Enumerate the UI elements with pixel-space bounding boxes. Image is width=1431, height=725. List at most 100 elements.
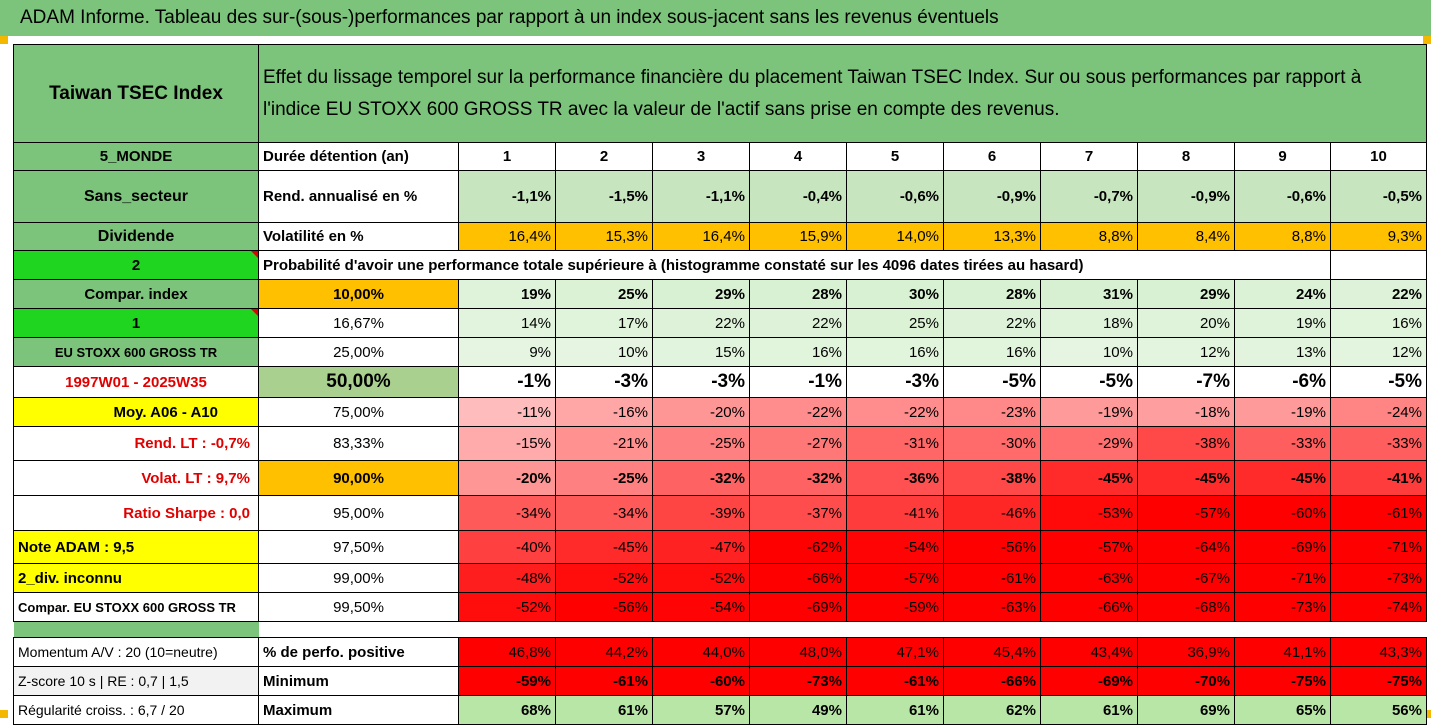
period-label: 1997W01 - 2025W35 — [13, 366, 259, 398]
percentile-value: -33% — [1330, 426, 1427, 461]
year-header: 4 — [749, 142, 847, 171]
percentile-value: -3% — [846, 366, 944, 398]
maximum-value: 62% — [943, 695, 1041, 725]
percentile-value: -6% — [1234, 366, 1331, 398]
rend-value: -1,5% — [555, 170, 653, 223]
positive-label: % de perfo. positive — [258, 637, 459, 667]
year-header: 6 — [943, 142, 1041, 171]
percentile-value: 16% — [846, 337, 944, 367]
percentile-label: 10,00% — [258, 279, 459, 309]
percentile-value: -57% — [846, 563, 944, 593]
minimum-value: -66% — [943, 666, 1041, 696]
percentile-value: -19% — [1234, 397, 1331, 427]
vol-value: 16,4% — [458, 222, 556, 251]
percentile-value: -45% — [1040, 460, 1138, 496]
rend-label: Rend. annualisé en % — [258, 170, 459, 223]
percentile-value: -38% — [1137, 426, 1235, 461]
percentile-value: 20% — [1137, 308, 1235, 338]
percentile-label: 95,00% — [258, 495, 459, 531]
positive-value: 44,0% — [652, 637, 750, 667]
percentile-value: 19% — [458, 279, 556, 309]
percentile-value: -22% — [749, 397, 847, 427]
percentile-value: 14% — [458, 308, 556, 338]
zone-label: 5_MONDE — [13, 142, 259, 171]
dividend-label: Dividende — [13, 222, 259, 251]
percentile-label: 25,00% — [258, 337, 459, 367]
percentile-value: -25% — [652, 426, 750, 461]
empty-cell — [1330, 250, 1427, 280]
compar-index-label: Compar. index — [13, 279, 259, 309]
percentile-value: -31% — [846, 426, 944, 461]
maximum-value: 56% — [1330, 695, 1427, 725]
percentile-value: -38% — [943, 460, 1041, 496]
rend-value: -1,1% — [458, 170, 556, 223]
percentile-value: -11% — [458, 397, 556, 427]
maximum-value: 49% — [749, 695, 847, 725]
percentile-value: -37% — [749, 495, 847, 531]
percentile-value: -47% — [652, 530, 750, 564]
minimum-value: -60% — [652, 666, 750, 696]
percentile-label: 16,67% — [258, 308, 459, 338]
percentile-value: -41% — [1330, 460, 1427, 496]
percentile-label: 90,00% — [258, 460, 459, 496]
percentile-value: -39% — [652, 495, 750, 531]
maximum-value: 69% — [1137, 695, 1235, 725]
percentile-label: 75,00% — [258, 397, 459, 427]
year-header: 1 — [458, 142, 556, 171]
percentile-value: 29% — [1137, 279, 1235, 309]
year-header: 3 — [652, 142, 750, 171]
percentile-value: -16% — [555, 397, 653, 427]
percentile-value: -40% — [458, 530, 556, 564]
percentile-value: -46% — [943, 495, 1041, 531]
minimum-value: -61% — [846, 666, 944, 696]
percentile-value: -41% — [846, 495, 944, 531]
positive-value: 43,4% — [1040, 637, 1138, 667]
percentile-value: -19% — [1040, 397, 1138, 427]
percentile-value: -54% — [846, 530, 944, 564]
moy-label: Moy. A06 - A10 — [13, 397, 259, 427]
percentile-value: 25% — [555, 279, 653, 309]
corner-marker — [0, 36, 8, 44]
percentile-value: -54% — [652, 592, 750, 622]
vol-value: 8,8% — [1234, 222, 1331, 251]
percentile-value: -57% — [1137, 495, 1235, 531]
rend-value: -1,1% — [652, 170, 750, 223]
code-2: 2 — [13, 250, 259, 280]
percentile-value: -3% — [652, 366, 750, 398]
percentile-value: 22% — [943, 308, 1041, 338]
percentile-value: -23% — [943, 397, 1041, 427]
percentile-value: -61% — [1330, 495, 1427, 531]
positive-value: 47,1% — [846, 637, 944, 667]
volat-lt-label: Volat. LT : 9,7% — [13, 460, 259, 496]
vol-value: 14,0% — [846, 222, 944, 251]
duration-label: Durée détention (an) — [258, 142, 459, 171]
benchmark-label: EU STOXX 600 GROSS TR — [13, 337, 259, 367]
positive-value: 48,0% — [749, 637, 847, 667]
rend-value: -0,6% — [1234, 170, 1331, 223]
description: Effet du lissage temporel sur la perform… — [258, 44, 1427, 143]
maximum-value: 68% — [458, 695, 556, 725]
percentile-value: -63% — [943, 592, 1041, 622]
percentile-value: -22% — [846, 397, 944, 427]
percentile-value: -29% — [1040, 426, 1138, 461]
percentile-value: -73% — [1330, 563, 1427, 593]
percentile-value: 22% — [1330, 279, 1427, 309]
spacer — [259, 622, 1427, 638]
positive-value: 43,3% — [1330, 637, 1427, 667]
percentile-value: -1% — [458, 366, 556, 398]
percentile-value: 25% — [846, 308, 944, 338]
minimum-value: -69% — [1040, 666, 1138, 696]
maximum-label: Maximum — [258, 695, 459, 725]
rend-value: -0,6% — [846, 170, 944, 223]
percentile-value: -45% — [555, 530, 653, 564]
percentile-value: -64% — [1137, 530, 1235, 564]
probability-label: Probabilité d'avoir une performance tota… — [258, 250, 1331, 280]
spacer — [13, 621, 259, 638]
percentile-value: -36% — [846, 460, 944, 496]
percentile-value: -32% — [652, 460, 750, 496]
percentile-value: -5% — [943, 366, 1041, 398]
corner-marker — [0, 710, 8, 718]
percentile-value: -30% — [943, 426, 1041, 461]
positive-value: 45,4% — [943, 637, 1041, 667]
percentile-value: -7% — [1137, 366, 1235, 398]
